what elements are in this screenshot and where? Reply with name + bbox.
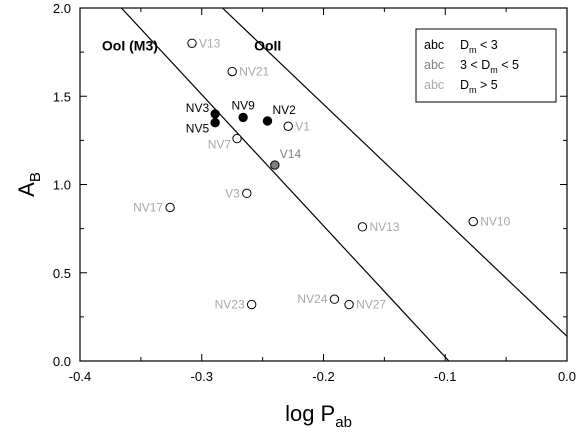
- point-nv24: [329, 294, 340, 304]
- point-v3: [242, 188, 252, 199]
- point-nv2: [262, 116, 273, 126]
- fit-line-2: [222, 8, 567, 337]
- point-nv3: [210, 109, 220, 119]
- point-nv13: [357, 222, 368, 232]
- point-label-nv10: NV10: [480, 215, 510, 229]
- point-label-nv24: NV24: [297, 292, 327, 306]
- x-axis-label-sub: ab: [335, 414, 352, 431]
- point-label-nv9: NV9: [231, 98, 255, 112]
- y-tick-label: 0.5: [53, 266, 71, 281]
- point-nv23: [246, 299, 257, 310]
- point-nv9: [238, 112, 248, 123]
- legend-condition: 3 < Dm < 5: [460, 58, 519, 75]
- point-nv10: [468, 216, 478, 227]
- y-axis-label-main: A: [14, 182, 39, 197]
- point-v14: [270, 160, 280, 170]
- point-label-nv2: NV2: [272, 103, 296, 117]
- point-nv17: [165, 202, 175, 213]
- legend-condition: Dm > 5: [460, 78, 498, 95]
- x-tick-label: 0.0: [558, 369, 576, 384]
- region-label-2: OoII: [254, 37, 281, 53]
- point-label-v14: V14: [280, 147, 302, 161]
- legend-sample: abc: [424, 38, 444, 52]
- x-tick-label: -0.4: [69, 369, 91, 384]
- legend-sample: abc: [424, 78, 444, 92]
- x-axis-label-main: log P: [285, 401, 335, 426]
- x-tick-label: -0.3: [191, 369, 213, 384]
- region-label-1: OoI (M3): [102, 37, 158, 53]
- fit-line-1: [120, 8, 450, 361]
- point-label-v3: V3: [225, 186, 240, 200]
- point-label-v1: V1: [295, 119, 310, 133]
- point-labels: V13 NV21 NV3 NV5 NV9 NV2 V1 NV7 V14 V3 NV17 NV13 NV1…: [133, 36, 511, 311]
- point-label-nv23: NV23: [215, 298, 245, 312]
- x-axis-label: log Pab: [285, 401, 352, 431]
- legend-condition: Dm < 3: [460, 38, 498, 55]
- y-axis-label-sub: B: [27, 172, 44, 182]
- legend-sample: abc: [424, 58, 444, 72]
- data-points: [165, 38, 478, 310]
- y-tick-label: 2.0: [53, 1, 71, 16]
- y-tick-label: 0.0: [53, 354, 71, 369]
- x-tick-label: -0.1: [434, 369, 456, 384]
- point-nv7: [232, 133, 242, 144]
- point-label-nv21: NV21: [239, 65, 269, 79]
- point-label-nv17: NV17: [133, 200, 163, 214]
- point-label-nv5: NV5: [186, 122, 210, 136]
- point-label-nv13: NV13: [369, 220, 399, 234]
- fit-lines: [120, 8, 567, 361]
- legend: abc Dm < 3 abc 3 < Dm < 5 abc Dm > 5: [415, 28, 557, 103]
- point-label-nv27: NV27: [356, 298, 386, 312]
- y-axis-label: AB: [14, 172, 44, 197]
- point-label-v13: V13: [199, 36, 221, 50]
- y-tick-label: 1.5: [53, 89, 71, 104]
- y-tick-label: 1.0: [53, 178, 71, 193]
- point-nv5: [210, 118, 220, 128]
- point-nv21: [227, 66, 237, 77]
- x-tick-label: -0.2: [312, 369, 334, 384]
- legend-box: [415, 28, 557, 103]
- point-nv27: [344, 299, 354, 310]
- axis-ticks: -0.4 -0.3 -0.2 -0.1 0.0 0.0 0.5 1.0 1.5 2.0: [53, 1, 576, 384]
- point-label-nv7: NV7: [208, 138, 232, 152]
- point-v13: [187, 38, 197, 48]
- region-labels: OoI (M3) OoII: [102, 37, 281, 53]
- point-v1: [283, 121, 293, 131]
- point-label-nv3: NV3: [186, 101, 210, 115]
